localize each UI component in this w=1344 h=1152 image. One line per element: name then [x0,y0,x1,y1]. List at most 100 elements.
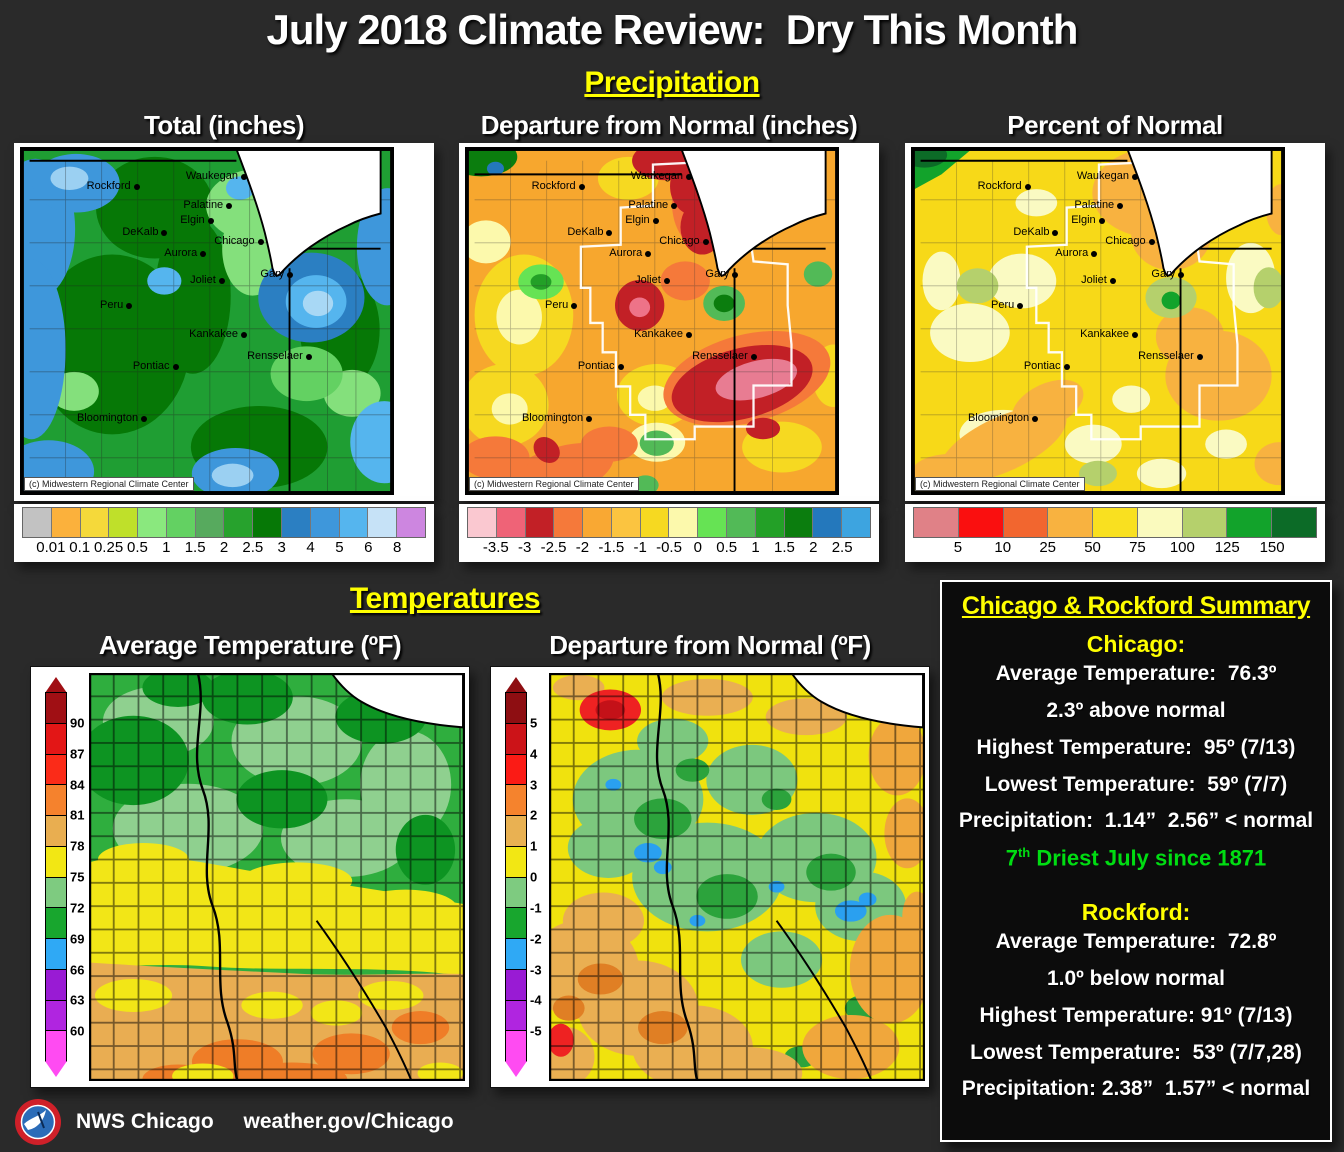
legend-swatch [468,508,497,537]
legend-swatch [339,508,369,537]
scale-segment [506,908,526,939]
legend-tick-label: 10 [994,539,1012,556]
legend-swatch [397,508,425,537]
legend-tick-label: 125 [1214,539,1240,556]
map-title-departure-temp: Departure from Normal (ºF) [549,630,871,660]
scale-segment [506,693,526,724]
legend-tick-label: 0.1 [69,539,91,556]
legend-tick-label: 5 [953,539,963,556]
precip-map-total-box: Rockford Waukegan Palatine Elgin DeKalb Chica… [20,147,394,495]
city-label: DeKalb [1013,226,1050,239]
scale-segment [46,939,66,970]
precip-total-map-graphic [22,149,392,493]
legend-swatch [23,508,52,537]
scale-segment [46,723,66,755]
city-dot-icon [702,238,709,245]
page-title: July 2018 Climate Review: Dry This Month [266,6,1079,53]
legend-tick-label: -3.5 [482,539,509,556]
city-dot-icon [1052,230,1059,237]
scale-tick-label: 60 [70,1023,85,1039]
scale-segment [46,816,66,847]
city-label: Palatine [183,198,224,211]
city-label: Palatine [628,198,669,211]
legend-tick-label: 2.5 [831,539,853,556]
legend-swatch [525,508,555,537]
city-dot-icon [241,173,247,180]
city-label: Gary [260,267,285,280]
city-dot-icon [571,302,578,309]
precip-map-percent: Rockford Waukegan Palatine Elgin DeKalb Chica… [905,143,1325,501]
city-dot-icon [1132,173,1138,180]
legend-swatch [253,508,283,537]
city-dot-icon [617,364,624,371]
legend-tick-label: 75 [1129,539,1146,556]
scale-segment [506,1000,526,1032]
scale-tick-label: 87 [70,746,85,762]
legend-tick-label: 1 [162,539,171,556]
city-dot-icon [686,173,692,180]
legend-percent-labels: 5 10 25 50 75 100 125 150 [913,539,1317,559]
legend-tick-label: 2 [809,539,818,556]
precipitation-heading: Precipitation [584,66,760,99]
city-dot-icon [200,250,207,257]
legend-departure-labels: -3.5 -3 -2.5 -2 -1.5 -1 -0.5 0 0.5 1 1.5 2 2.5 [467,539,871,559]
legend-swatch [1272,508,1317,537]
legend-swatch [496,508,526,537]
scale-tick-label: -5 [530,1023,542,1039]
legend-swatch [583,508,612,537]
legend-tick-label: -1.5 [598,539,625,556]
city-label: Elgin [180,214,205,227]
scale-segment [46,908,66,939]
legend-swatch [958,508,1004,537]
city-dot-icon [241,331,247,338]
scale-tick-label: 2 [530,807,538,823]
scale-tick-label: 72 [70,900,85,916]
legend-swatch [138,508,167,537]
legend-tick-label: 6 [364,539,373,556]
legend-swatch [1182,508,1228,537]
rockford-precip-line: Precipitation: 2.38” 1.57” < normal [961,1077,1311,1101]
temperatures-heading: Temperatures [349,582,541,615]
city-label: Pontiac [577,360,615,373]
city-dot-icon [578,183,585,190]
city-dot-icon [1178,271,1185,278]
avg-temp-color-scale: 90 87 84 81 78 75 72 69 66 63 60 [39,677,89,1077]
city-label: Gary [1151,267,1176,280]
city-label: DeKalb [122,226,159,239]
legend-swatch [1137,508,1183,537]
map-credit: (c) Midwestern Regional Climate Center [915,477,1085,491]
legend-swatch [842,508,870,537]
summary-line: Lowest Temperature: 59º (7/7) [984,773,1288,796]
summary-heading: Chicago & Rockford Summary [961,592,1311,620]
legend-tick-label: -2 [575,539,590,556]
legend-swatch [1227,508,1273,537]
avg-temp-map-graphic [89,673,465,1081]
city-label: Rensselaer [692,350,748,363]
legend-swatch [914,508,959,537]
city-label: Joliet [635,274,661,287]
city-dot-icon [1196,354,1203,361]
city-dot-icon [1148,238,1155,245]
city-dot-icon [671,202,678,209]
city-label: DeKalb [567,226,604,239]
city-label: Chicago [659,234,700,247]
scale-tick-label: 63 [70,992,85,1008]
city-label: Bloomington [967,412,1030,425]
nws-logo-icon [15,1099,61,1145]
legend-tick-label: -2.5 [540,539,567,556]
legend-swatch [727,508,756,537]
legend-swatch [195,508,225,537]
legend-swatch [1003,508,1049,537]
scale-tick-label: 3 [530,777,538,792]
precip-map-percent-box: Rockford Waukegan Palatine Elgin DeKalb Chica… [911,147,1285,495]
city-dot-icon [750,354,757,361]
legend-swatch [611,508,641,537]
city-dot-icon [663,278,670,285]
city-dot-icon [287,271,294,278]
legend-swatch [310,508,340,537]
scale-arrow-down-icon [45,1061,67,1077]
map-credit: (c) Midwestern Regional Climate Center [469,477,639,491]
city-label: Rockford [86,179,131,192]
scale-tick-label: -3 [530,962,542,977]
